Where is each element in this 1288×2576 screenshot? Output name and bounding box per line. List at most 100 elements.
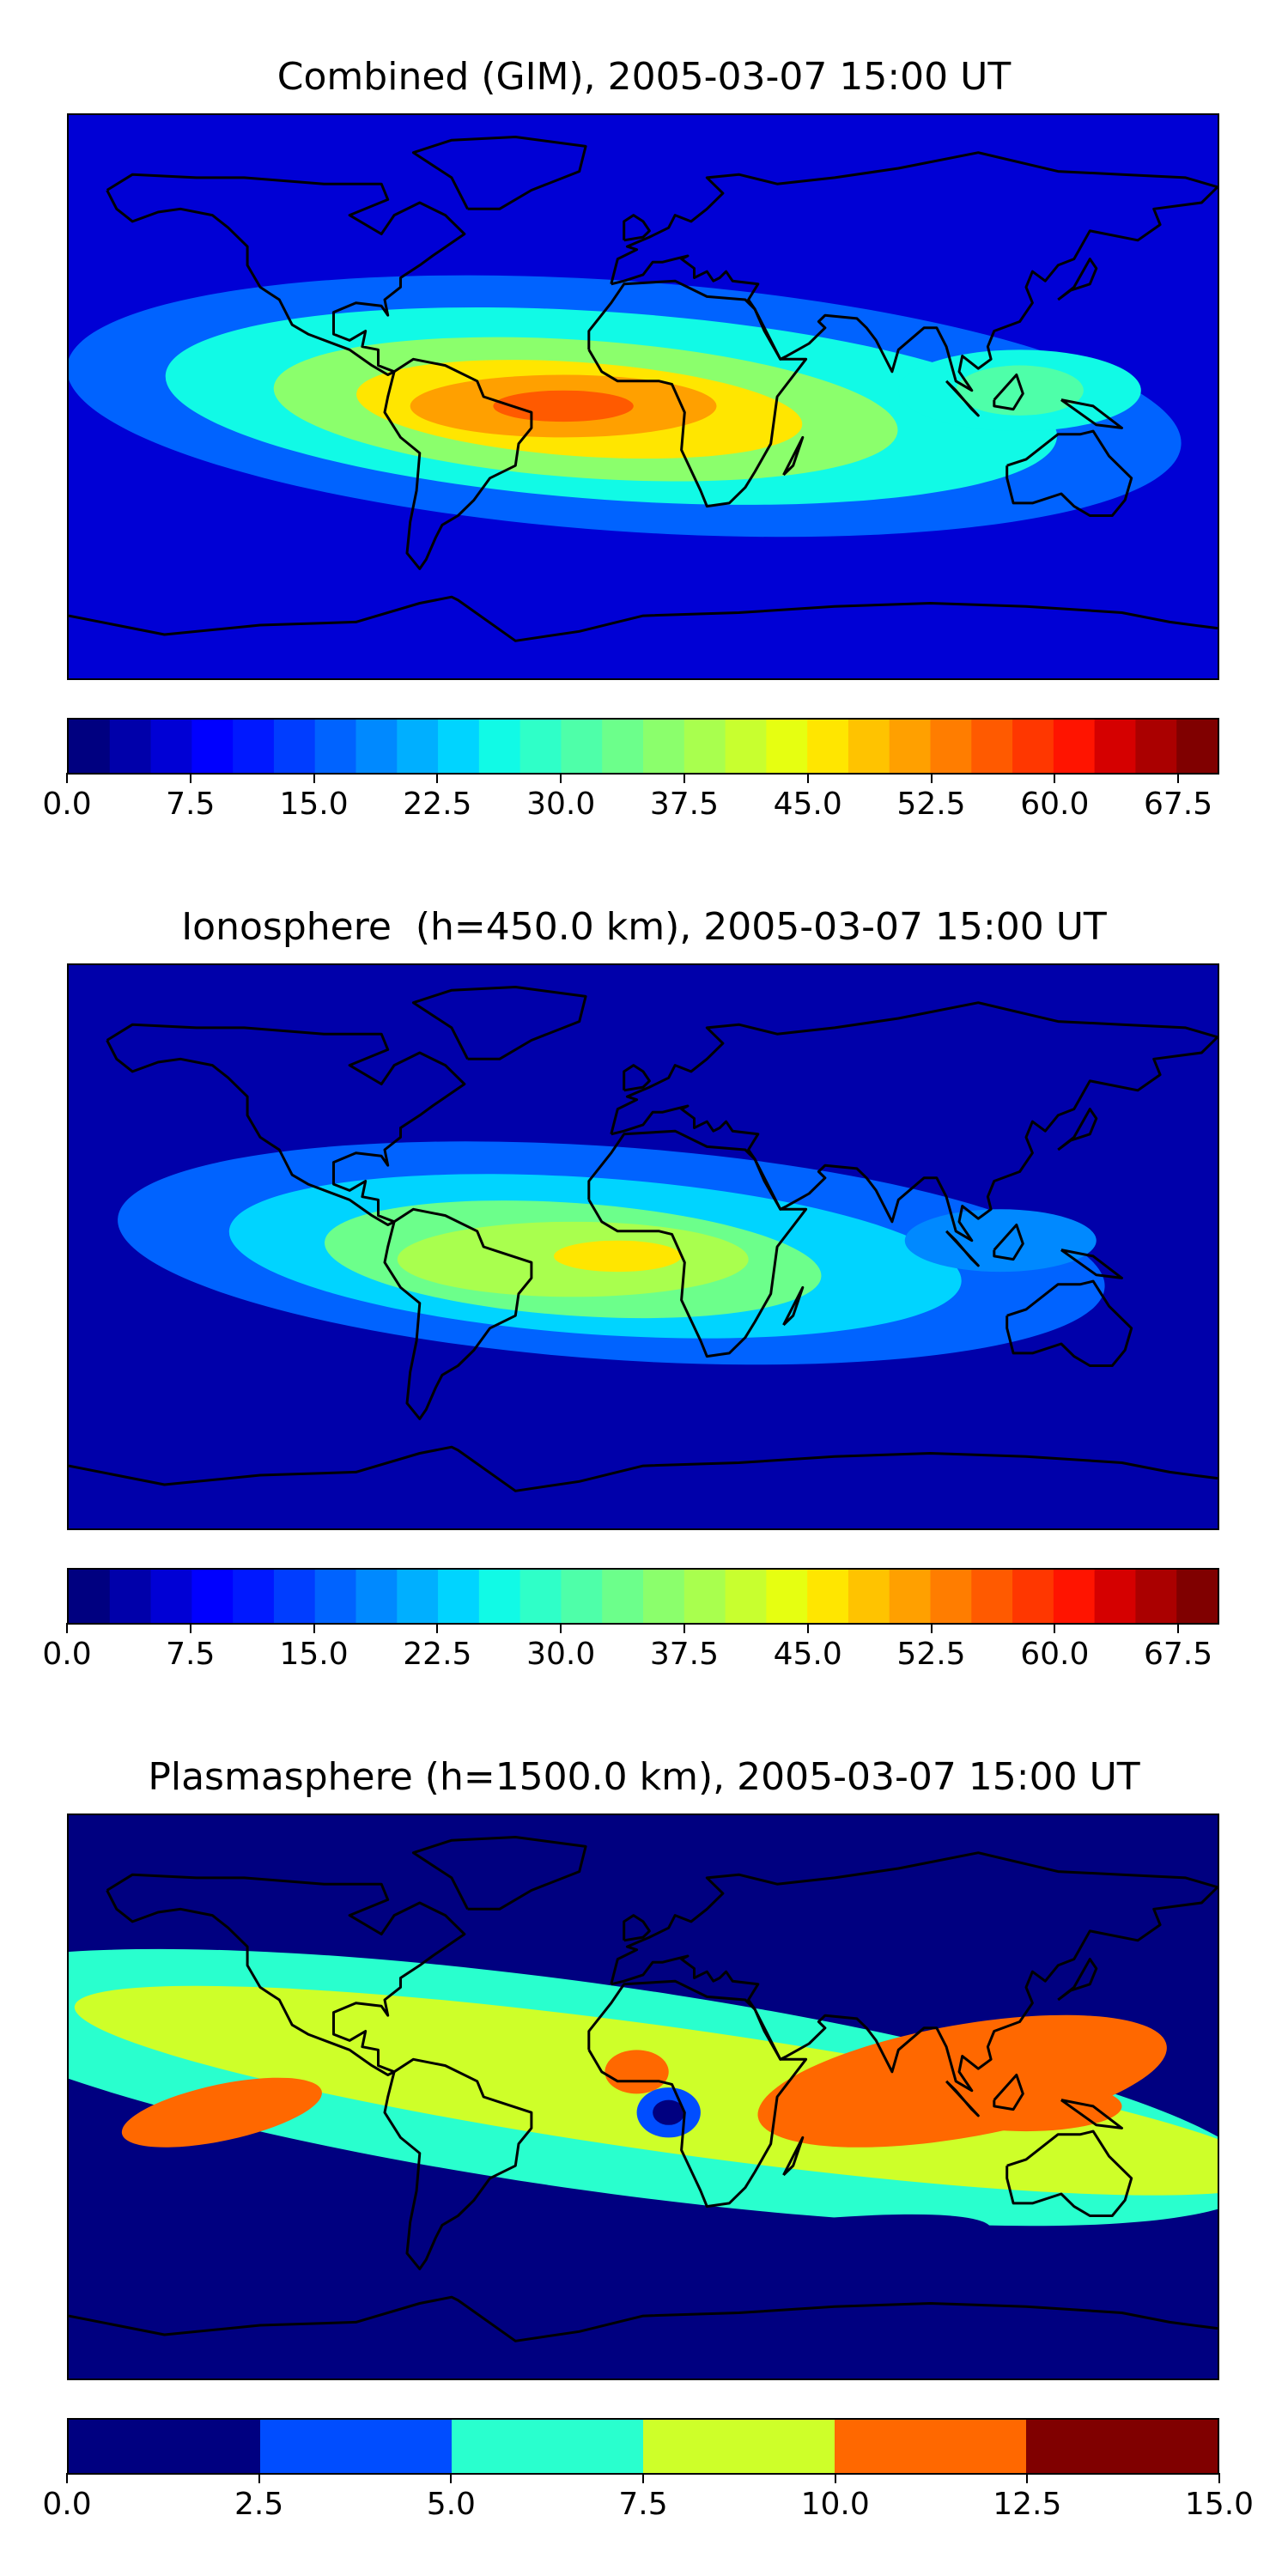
colorbar-swatch — [602, 720, 644, 773]
coastline — [623, 1064, 651, 1092]
coastline — [383, 1207, 533, 1420]
coastline — [1005, 1279, 1133, 1367]
colorbar-swatch — [1012, 720, 1054, 773]
colorbar-swatch — [109, 1570, 152, 1623]
colorbar-swatch — [109, 720, 152, 773]
colorbar-tick — [683, 1623, 685, 1633]
coastline — [1005, 2129, 1133, 2217]
colorbar-swatch — [971, 1570, 1013, 1623]
colorbar-swatch — [1176, 720, 1218, 773]
coastline — [945, 380, 980, 417]
colorbar-swatch — [561, 720, 603, 773]
colorbar-swatch — [930, 1570, 972, 1623]
colorbar-tick — [1026, 2473, 1029, 2483]
colorbar-ticks-combined: 0.0 7.5 15.0 22.5 30.0 37.5 45.0 52.5 60.0 67.5 — [42, 773, 1219, 824]
colorbar-ionosphere — [67, 1568, 1219, 1625]
colorbar-swatch — [807, 1570, 849, 1623]
colorbar-tick-label: 45.0 — [773, 787, 842, 822]
colorbar-tick-label: 60.0 — [1020, 787, 1090, 822]
colorbar-tick — [189, 773, 191, 783]
chart-title-plasmasphere: Plasmasphere (h=1500.0 km), 2005-03-07 1… — [148, 1755, 1140, 1799]
colorbar-swatches-plasmasphere — [69, 2420, 1218, 2473]
colorbar-tick — [1177, 1623, 1180, 1633]
coastline — [623, 1914, 651, 1942]
colorbar-tick — [258, 2473, 260, 2483]
colorbar-tick-label: 7.5 — [166, 1637, 216, 1672]
colorbar-swatch — [643, 2420, 835, 2473]
colorbar-swatch — [835, 2420, 1027, 2473]
colorbar-tick-label: 67.5 — [1143, 1637, 1213, 1672]
colorbar-tick — [313, 773, 315, 783]
colorbar-tick-label: 7.5 — [166, 787, 216, 822]
colorbar-swatch — [561, 1570, 603, 1623]
colorbar-swatch — [1053, 720, 1096, 773]
coastline — [69, 2295, 1218, 2342]
colorbar-tick — [560, 1623, 562, 1633]
chart-title-combined: Combined (GIM), 2005-03-07 15:00 UT — [276, 55, 1012, 99]
colorbar-tick-label: 22.5 — [403, 1637, 472, 1672]
coastline — [106, 173, 466, 376]
colorbar-swatch — [643, 1570, 685, 1623]
colorbar-tick-label: 7.5 — [618, 2487, 668, 2522]
colorbar-tick — [313, 1623, 315, 1633]
colorbar-tick-label: 15.0 — [1184, 2487, 1255, 2522]
colorbar-swatch — [602, 1570, 644, 1623]
colorbar-swatch — [438, 720, 480, 773]
colorbar-swatch — [643, 720, 685, 773]
colorbar-swatch — [191, 1570, 234, 1623]
colorbar-tick — [642, 2473, 644, 2483]
colorbar-tick-label: 37.5 — [649, 1637, 719, 1672]
coastline — [69, 1445, 1218, 1492]
colorbar-swatch — [807, 720, 849, 773]
colorbar-tick — [1054, 1623, 1056, 1633]
coastline — [782, 435, 805, 477]
colorbar-swatch — [69, 2420, 261, 2473]
colorbar-tick — [436, 773, 439, 783]
colorbar-swatch — [971, 720, 1013, 773]
colorbar-plasmasphere — [67, 2418, 1219, 2475]
tec-map-plasmasphere — [69, 1815, 1218, 2379]
colorbar-swatch — [150, 1570, 192, 1623]
colorbar-swatch — [930, 720, 972, 773]
colorbar-swatch — [478, 720, 521, 773]
colorbar-ticks-plasmasphere: 0.0 2.5 5.0 7.5 10.0 12.5 15.0 — [42, 2473, 1254, 2524]
colorbar-tick-label: 5.0 — [426, 2487, 476, 2522]
coastline — [1057, 258, 1098, 301]
contour-region — [121, 2077, 322, 2148]
colorbar-swatch — [1135, 1570, 1177, 1623]
contour-region — [653, 2099, 685, 2125]
coastline — [993, 2074, 1024, 2111]
colorbar-swatch — [273, 1570, 316, 1623]
contour-region — [956, 365, 1084, 416]
colorbar-tick — [66, 1623, 68, 1633]
colorbar-swatch — [519, 1570, 562, 1623]
colorbar-ticks-ionosphere: 0.0 7.5 15.0 22.5 30.0 37.5 45.0 52.5 60.0 67.5 — [42, 1623, 1219, 1674]
colorbar-tick-label: 0.0 — [42, 2487, 92, 2522]
coastline — [1060, 1249, 1123, 1279]
colorbar-tick-label: 0.0 — [42, 1637, 92, 1672]
colorbar-swatch — [1135, 720, 1177, 773]
coastline — [1057, 1108, 1098, 1151]
map-combined — [67, 113, 1219, 680]
coastline — [1060, 398, 1123, 429]
map-ionosphere — [67, 963, 1219, 1530]
colorbar-swatch — [438, 1570, 480, 1623]
coastline — [623, 214, 651, 242]
colorbar-swatches-combined — [69, 720, 1218, 773]
colorbar-swatches-ionosphere — [69, 1570, 1218, 1623]
coastline — [993, 374, 1024, 411]
colorbar-tick — [930, 773, 933, 783]
contour-region — [553, 1240, 682, 1273]
colorbar-swatch — [314, 1570, 357, 1623]
colorbar-swatch — [848, 720, 890, 773]
colorbar-tick — [806, 1623, 809, 1633]
coastline — [610, 1001, 1218, 1242]
coastline — [945, 2080, 980, 2117]
colorbar-swatch — [355, 1570, 398, 1623]
coastline — [782, 1285, 805, 1327]
contour-region — [493, 390, 634, 422]
colorbar-swatch — [725, 1570, 767, 1623]
colorbar-tick — [436, 1623, 439, 1633]
colorbar-swatch — [69, 1570, 111, 1623]
colorbar-tick-label: 52.5 — [896, 787, 966, 822]
